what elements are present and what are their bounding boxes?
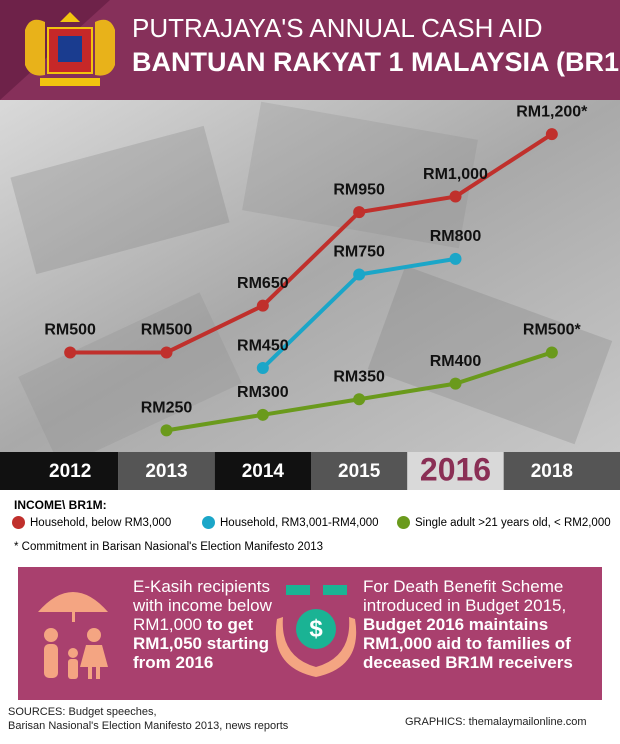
year-cell: [214, 452, 311, 490]
data-point: [256, 299, 269, 312]
legend-item: Household, below RM3,000: [12, 516, 171, 529]
data-point: [545, 346, 558, 359]
legend-title: INCOME\ BR1M:: [14, 498, 107, 512]
data-label: RM650: [237, 275, 289, 292]
info-text: E-Kasih recipients with income below RM1…: [133, 577, 272, 634]
legend-label: Household, below RM3,000: [30, 516, 172, 529]
data-label: RM1,000: [423, 166, 488, 183]
data-label: RM750: [333, 244, 385, 261]
year-cell: [0, 452, 119, 490]
x-tick-label: 2015: [338, 461, 381, 482]
data-point: [449, 377, 462, 390]
data-label: RM800: [430, 228, 482, 245]
data-label: RM300: [237, 384, 289, 401]
coat-of-arms: [25, 12, 115, 86]
data-point: [160, 346, 173, 359]
data-label: RM500: [141, 322, 193, 339]
info-text: For Death Benefit Scheme introduced in B…: [363, 577, 567, 615]
info-bold: Budget 2016 maintains RM1,000 aid to fam…: [363, 615, 573, 672]
data-point: [353, 206, 366, 219]
year-cell: [407, 452, 504, 490]
banknote-pattern: [10, 101, 613, 468]
sources: SOURCES: Budget speeches,: [8, 706, 157, 718]
x-tick-label: 2018: [531, 461, 573, 482]
data-point: [353, 268, 366, 281]
year-cell: [118, 452, 215, 490]
legend-label: Household, RM3,001-RM4,000: [220, 516, 379, 529]
data-point: [545, 128, 558, 141]
data-point: [256, 362, 269, 375]
footnote: * Commitment in Barisan Nasional's Elect…: [14, 541, 324, 553]
data-point: [353, 393, 366, 406]
info-box: For Death Benefit Scheme introduced in B…: [363, 577, 598, 672]
data-label: RM950: [333, 181, 385, 198]
legend-swatch: [397, 516, 410, 529]
data-point: [160, 424, 173, 437]
legend-label: Single adult >21 years old, < RM2,000: [415, 516, 611, 529]
data-label: RM250: [141, 400, 193, 417]
info-bold: to get RM1,050 starting from 2016: [133, 615, 270, 672]
legend: Household, below RM3,000 Household, RM3,0…: [12, 516, 612, 536]
data-point: [256, 408, 269, 421]
info-box: E-Kasih recipients with income below RM1…: [133, 577, 293, 672]
data-label: RM350: [333, 368, 385, 385]
legend-swatch: [202, 516, 215, 529]
sources: Barisan Nasional's Election Manifesto 20…: [8, 720, 289, 732]
year-cell: [311, 452, 408, 490]
year-cell: [503, 452, 620, 490]
legend-item: Household, RM3,001-RM4,000: [202, 516, 379, 529]
data-label: RM400: [430, 353, 482, 370]
dollar-icon: $: [309, 615, 323, 642]
credit: GRAPHICS: themalaymailonline.com: [405, 716, 587, 728]
legend-item: Single adult >21 years old, < RM2,000: [397, 516, 611, 529]
legend-swatch: [12, 516, 25, 529]
series-line: [70, 132, 553, 355]
x-tick-label: 2012: [49, 461, 91, 482]
data-label: RM450: [237, 337, 289, 354]
title: PUTRAJAYA'S ANNUAL CASH AID: [132, 13, 542, 43]
info-panel: $ E-Kasih recipients with income below R…: [18, 567, 602, 700]
subtitle: BANTUAN RAKYAT 1 MALAYSIA (BR1M): [132, 47, 620, 77]
info-icons: $: [38, 585, 357, 679]
x-tick-label: 2014: [242, 461, 285, 482]
data-point: [449, 190, 462, 203]
data-point: [64, 346, 77, 359]
data-label: RM500: [44, 322, 96, 339]
x-tick-label: 2013: [145, 461, 187, 482]
data-label: RM1,200*: [516, 103, 588, 120]
chart: PUTRAJAYA'S ANNUAL CASH AID BANTUAN RAKY…: [0, 0, 620, 490]
data-label: RM500*: [523, 322, 582, 339]
x-tick-label: 2016: [420, 451, 491, 487]
data-point: [449, 252, 462, 265]
